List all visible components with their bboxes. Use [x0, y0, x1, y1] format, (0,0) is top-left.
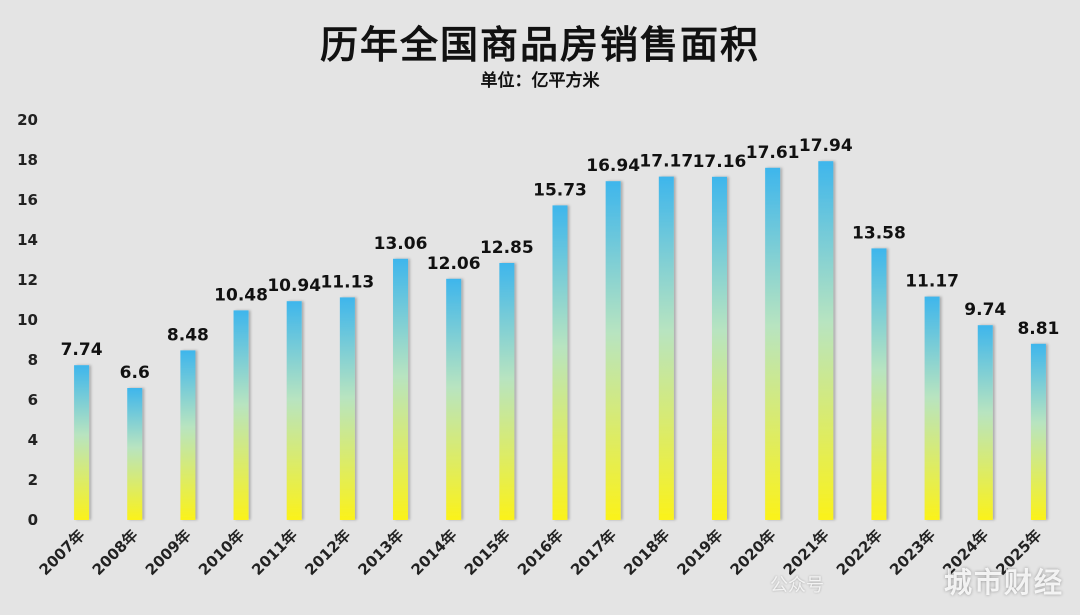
y-tick-label: 10	[17, 311, 38, 329]
bar	[818, 161, 834, 520]
y-tick-label: 20	[17, 111, 38, 129]
x-tick-label: 2013年	[354, 526, 407, 579]
data-label: 16.94	[586, 156, 640, 176]
data-label: 12.85	[480, 238, 534, 258]
y-tick-label: 14	[17, 231, 38, 249]
bar	[871, 248, 887, 520]
x-tick-label: 2007年	[36, 526, 89, 579]
bar	[74, 365, 90, 520]
x-tick-label: 2012年	[301, 526, 354, 579]
x-tick-label: 2023年	[886, 526, 939, 579]
data-label: 10.94	[267, 276, 321, 296]
bar	[658, 176, 674, 520]
data-label: 13.06	[374, 234, 428, 254]
x-tick-label: 2011年	[248, 526, 301, 579]
x-tick-label: 2022年	[833, 526, 886, 579]
y-tick-label: 2	[28, 471, 38, 489]
bar	[233, 310, 249, 520]
bar	[180, 350, 196, 520]
bar	[605, 181, 621, 520]
bar	[924, 296, 940, 520]
data-label: 17.61	[746, 143, 800, 163]
data-label: 13.58	[852, 223, 906, 243]
watermark-brand: 城市财经	[943, 566, 1064, 599]
data-label: 12.06	[427, 254, 481, 274]
bar	[127, 388, 143, 520]
data-label: 10.48	[214, 285, 268, 305]
bar	[499, 263, 515, 520]
x-tick-label: 2018年	[620, 526, 673, 579]
y-tick-label: 18	[17, 151, 38, 169]
watermark-small: 公众号	[770, 575, 824, 596]
x-tick-label: 2017年	[567, 526, 620, 579]
x-tick-label: 2014年	[408, 526, 461, 579]
data-label: 17.17	[639, 152, 693, 172]
bar	[552, 205, 568, 520]
x-tick-label: 2015年	[461, 526, 514, 579]
data-label: 9.74	[964, 300, 1006, 320]
data-label: 17.16	[693, 152, 747, 172]
x-tick-label: 2008年	[89, 526, 142, 579]
data-label: 17.94	[799, 136, 853, 156]
bar	[711, 176, 727, 521]
data-label: 8.48	[167, 325, 209, 345]
y-tick-label: 4	[28, 431, 38, 449]
bar	[339, 297, 355, 520]
chart-subtitle: 单位：亿平方米	[480, 71, 600, 91]
x-tick-label: 2016年	[514, 526, 567, 579]
bar	[286, 301, 302, 520]
y-tick-label: 16	[17, 191, 38, 209]
y-tick-label: 0	[28, 511, 38, 529]
bar	[393, 258, 409, 520]
x-tick-label: 2009年	[142, 526, 195, 579]
data-label: 11.13	[320, 272, 374, 292]
data-label: 7.74	[61, 340, 103, 360]
x-tick-label: 2019年	[673, 526, 726, 579]
y-tick-label: 12	[17, 271, 38, 289]
data-label: 8.81	[1017, 319, 1059, 339]
x-tick-label: 2010年	[195, 526, 248, 579]
y-tick-label: 8	[28, 351, 38, 369]
data-label: 6.6	[120, 363, 150, 383]
data-label: 11.17	[905, 272, 959, 292]
bar	[446, 278, 462, 520]
bar	[977, 325, 993, 520]
chart-title: 历年全国商品房销售面积	[319, 23, 760, 67]
y-tick-label: 6	[28, 391, 38, 409]
data-label: 15.73	[533, 180, 587, 200]
bar	[1030, 343, 1046, 520]
bar	[765, 167, 781, 521]
